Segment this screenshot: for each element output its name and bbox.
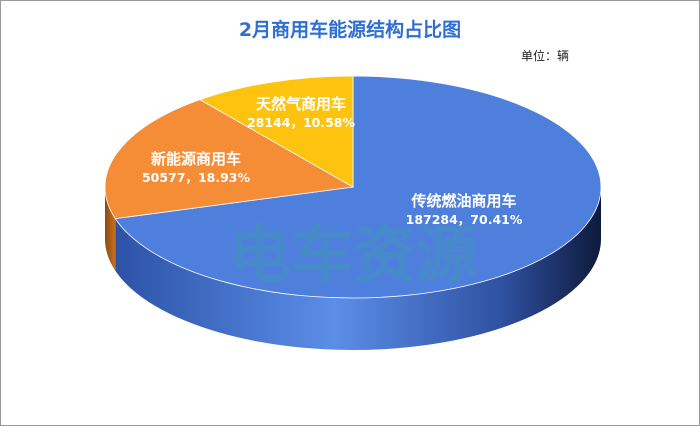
slice-label: 新能源商用车 — [151, 150, 241, 168]
pie-slice — [104, 99, 355, 220]
slice-data-label: 50577，18.93% — [142, 170, 251, 185]
pie-side-0 — [115, 187, 602, 350]
chart-title: 2月商用车能源结构占比图 — [238, 19, 462, 41]
slice-label: 天然气商用车 — [256, 95, 346, 113]
unit-label: 单位：辆 — [521, 49, 570, 63]
pie-slice — [114, 75, 602, 299]
watermark-logo: 电车资源 — [229, 218, 477, 291]
pie-slice — [199, 75, 354, 188]
pie-side-1 — [105, 187, 116, 271]
slice-data-label: 28144，10.58% — [247, 115, 356, 130]
slice-label: 传统燃油商用车 — [410, 192, 516, 210]
slice-data-label: 187284，70.41% — [406, 212, 523, 227]
